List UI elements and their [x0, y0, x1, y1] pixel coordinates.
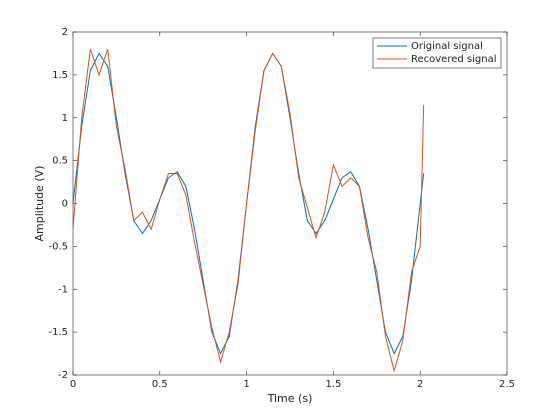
x-tick-label: 0 — [70, 379, 76, 390]
y-tick-label: -2 — [58, 370, 68, 381]
plot-area — [72, 31, 508, 376]
legend-box — [372, 37, 502, 69]
x-tick-label: 0.5 — [152, 379, 168, 390]
y-tick-label: -1 — [58, 284, 68, 295]
legend-label: Recovered signal — [411, 54, 497, 65]
legend-label: Original signal — [411, 41, 483, 52]
x-axis-label: Time (s) — [267, 392, 313, 405]
y-tick-label: 0.5 — [52, 156, 68, 167]
y-tick-label: 1.5 — [52, 70, 68, 81]
y-tick-label: -1.5 — [48, 327, 68, 338]
x-tick-label: 1 — [243, 379, 249, 390]
x-tick-label: 1.5 — [325, 379, 341, 390]
x-tick-label: 2 — [417, 379, 423, 390]
y-tick-label: 2 — [62, 27, 68, 38]
x-tick-label: 2.5 — [499, 379, 515, 390]
line — [72, 48, 425, 373]
y-tick-label: -0.5 — [48, 241, 68, 252]
y-tick-label: 0 — [62, 199, 68, 210]
y-axis-label: Amplitude (V) — [33, 166, 46, 242]
y-tick-label: 1 — [62, 113, 68, 124]
